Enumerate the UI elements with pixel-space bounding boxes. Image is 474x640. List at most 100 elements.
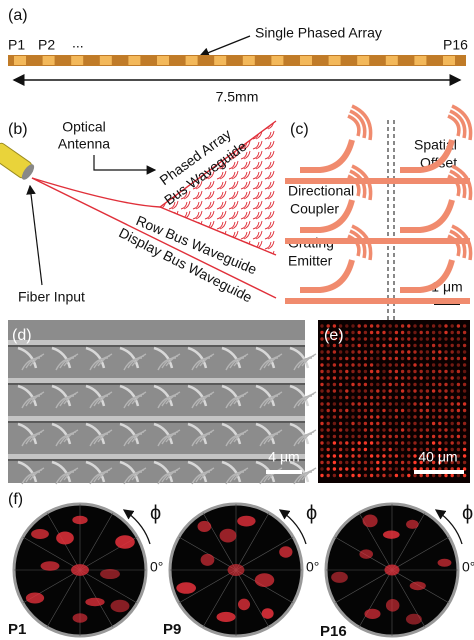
spot — [351, 363, 354, 366]
annotation: Coupler — [290, 201, 339, 217]
spot — [444, 389, 447, 392]
spot — [382, 435, 385, 438]
spot — [345, 383, 348, 386]
spot — [389, 454, 392, 457]
spot — [364, 422, 367, 425]
panel-f: (f) ϕ0°P1ϕ0°P9ϕ0°P16 — [8, 491, 474, 640]
spot — [451, 415, 454, 418]
spot — [438, 363, 441, 366]
spot — [426, 331, 429, 334]
spot — [432, 389, 435, 392]
spot — [420, 363, 423, 366]
spot — [351, 454, 354, 457]
beam-spot — [384, 565, 399, 576]
spot — [451, 337, 454, 340]
spot — [463, 389, 466, 392]
spot — [345, 396, 348, 399]
spot — [457, 422, 460, 425]
spot — [426, 409, 429, 412]
plot-label: P9 — [163, 621, 181, 638]
spot — [320, 422, 323, 425]
spot — [457, 435, 460, 438]
spot — [345, 402, 348, 405]
spot — [426, 428, 429, 431]
angle-label: 0° — [150, 559, 163, 575]
spot — [451, 370, 454, 373]
spot — [395, 448, 398, 451]
grating — [448, 116, 459, 136]
spot — [339, 435, 342, 438]
spot — [364, 389, 367, 392]
spot — [382, 474, 385, 477]
emitter — [71, 56, 83, 65]
spot — [444, 350, 447, 353]
beam-spot — [201, 554, 215, 566]
spot — [407, 474, 410, 477]
spot — [407, 376, 410, 379]
spot — [401, 448, 404, 451]
spot — [463, 396, 466, 399]
spot — [401, 357, 404, 360]
spot — [333, 441, 336, 444]
spot — [401, 363, 404, 366]
spot — [370, 428, 373, 431]
spot — [420, 402, 423, 405]
spot — [395, 370, 398, 373]
spot — [376, 370, 379, 373]
spot — [382, 331, 385, 334]
spot — [345, 370, 348, 373]
spot — [327, 461, 330, 464]
spot — [364, 357, 367, 360]
spot — [438, 389, 441, 392]
spot — [320, 357, 323, 360]
spot — [345, 331, 348, 334]
spot — [351, 441, 354, 444]
spot — [339, 344, 342, 347]
spot — [407, 324, 410, 327]
spot — [389, 474, 392, 477]
plot-label: P1 — [8, 621, 26, 638]
spot — [401, 467, 404, 470]
spot — [345, 467, 348, 470]
spot — [351, 350, 354, 353]
spot — [382, 428, 385, 431]
spot — [407, 350, 410, 353]
spot — [438, 324, 441, 327]
spot — [382, 441, 385, 444]
spot — [413, 383, 416, 386]
spot — [370, 363, 373, 366]
scale-label: 4 μm — [268, 449, 299, 465]
spot — [444, 324, 447, 327]
spot — [358, 337, 361, 340]
spot — [407, 389, 410, 392]
spot — [358, 435, 361, 438]
spot — [451, 428, 454, 431]
spot — [401, 454, 404, 457]
spot — [438, 383, 441, 386]
spot — [320, 454, 323, 457]
spot — [451, 409, 454, 412]
spot — [320, 448, 323, 451]
spot — [382, 415, 385, 418]
spot — [463, 337, 466, 340]
spot — [376, 461, 379, 464]
spot — [358, 467, 361, 470]
spot — [345, 389, 348, 392]
spot — [370, 448, 373, 451]
spot — [333, 383, 336, 386]
spot — [420, 324, 423, 327]
spot — [333, 461, 336, 464]
spot — [351, 344, 354, 347]
spot — [370, 389, 373, 392]
spot — [370, 441, 373, 444]
spot — [413, 376, 416, 379]
spot — [457, 428, 460, 431]
spot — [444, 409, 447, 412]
emitter — [357, 56, 369, 65]
spot — [376, 350, 379, 353]
plot-label: P16 — [320, 623, 347, 640]
spot — [401, 337, 404, 340]
spot — [364, 383, 367, 386]
beam-spot — [198, 521, 212, 532]
beam-spot — [237, 516, 255, 527]
